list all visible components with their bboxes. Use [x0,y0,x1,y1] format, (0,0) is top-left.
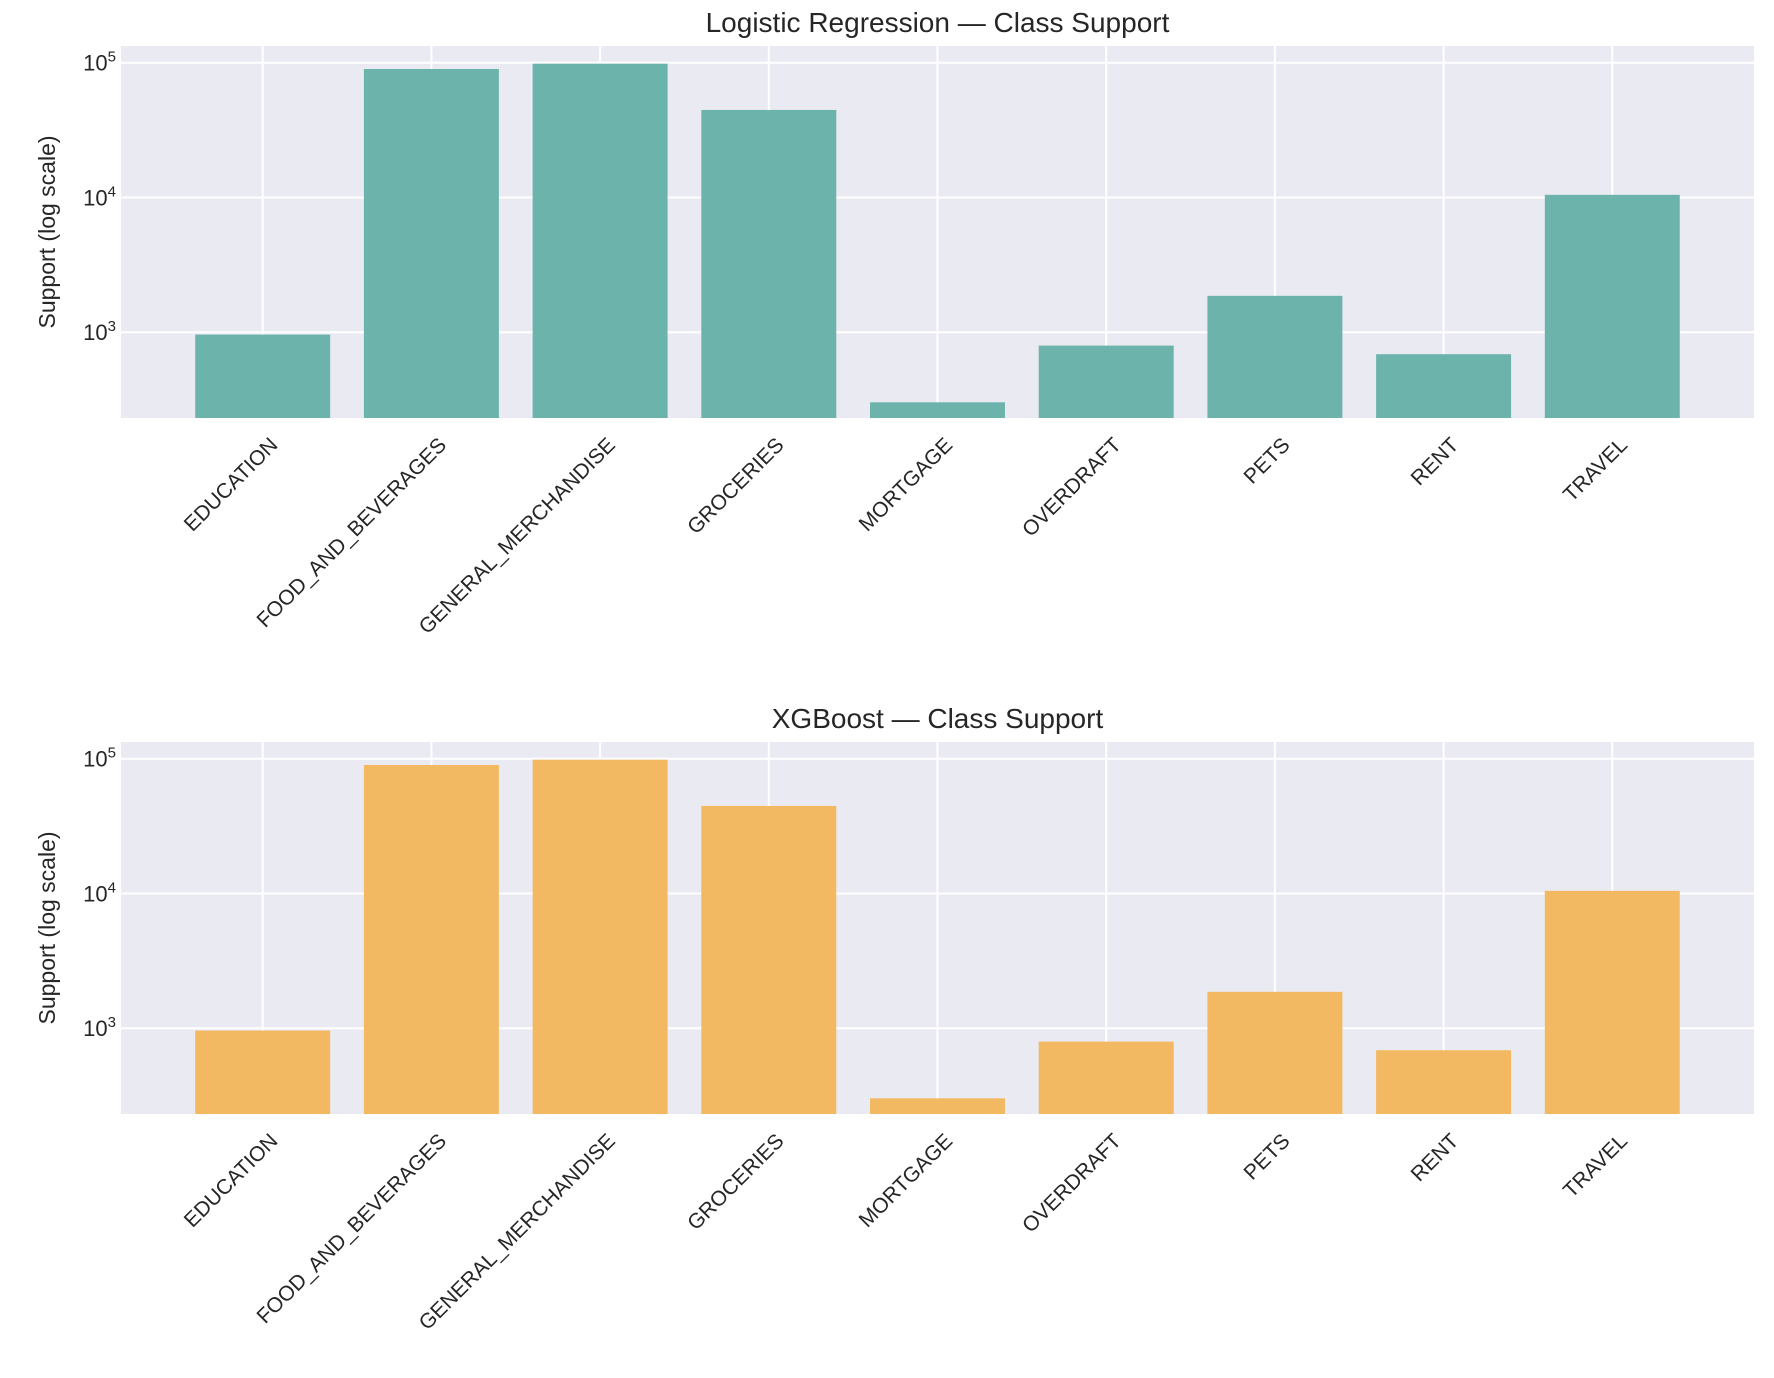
bar-general-merchandise [532,63,668,419]
y-tick-label: 104 [83,183,116,210]
y-tick-base: 10 [83,747,107,772]
y-tick-exponent: 4 [108,183,116,200]
bar-food-and-beverages [363,764,499,1114]
bar-pets [1207,991,1343,1114]
y-tick-exponent: 4 [108,879,116,896]
y-tick-exponent: 5 [108,49,116,66]
bar-travel [1544,890,1680,1114]
bar-mortgage [870,402,1005,418]
bar-education [195,334,331,418]
bar-overdraft [1038,1041,1174,1114]
y-axis-label: Support (log scale) [34,831,60,1024]
y-tick-base: 10 [83,320,107,345]
y-tick-exponent: 3 [108,1014,116,1031]
y-tick-base: 10 [83,1016,107,1041]
bar-mortgage [870,1098,1005,1114]
bar-groceries [701,109,837,419]
y-tick-label: 104 [83,879,116,906]
bar-travel [1544,194,1680,418]
bar-general-merchandise [532,759,668,1114]
bar-rent [1376,354,1512,418]
y-tick-base: 10 [83,185,107,210]
y-axis-label: Support (log scale) [34,135,60,328]
y-tick-label: 105 [83,745,116,772]
bar-food-and-beverages [363,68,499,418]
bar-rent [1376,1050,1512,1114]
y-tick-base: 10 [83,51,107,76]
chart-title: Logistic Regression — Class Support [706,7,1170,38]
bar-groceries [701,805,837,1114]
y-tick-base: 10 [83,881,107,906]
y-tick-label: 103 [83,1014,116,1041]
bar-overdraft [1038,345,1174,418]
y-tick-label: 105 [83,49,116,76]
bar-pets [1207,295,1343,418]
y-tick-label: 103 [83,318,116,345]
y-tick-exponent: 5 [108,745,116,762]
chart-title: XGBoost — Class Support [772,703,1104,734]
y-tick-exponent: 3 [108,318,116,335]
bar-education [195,1030,331,1114]
